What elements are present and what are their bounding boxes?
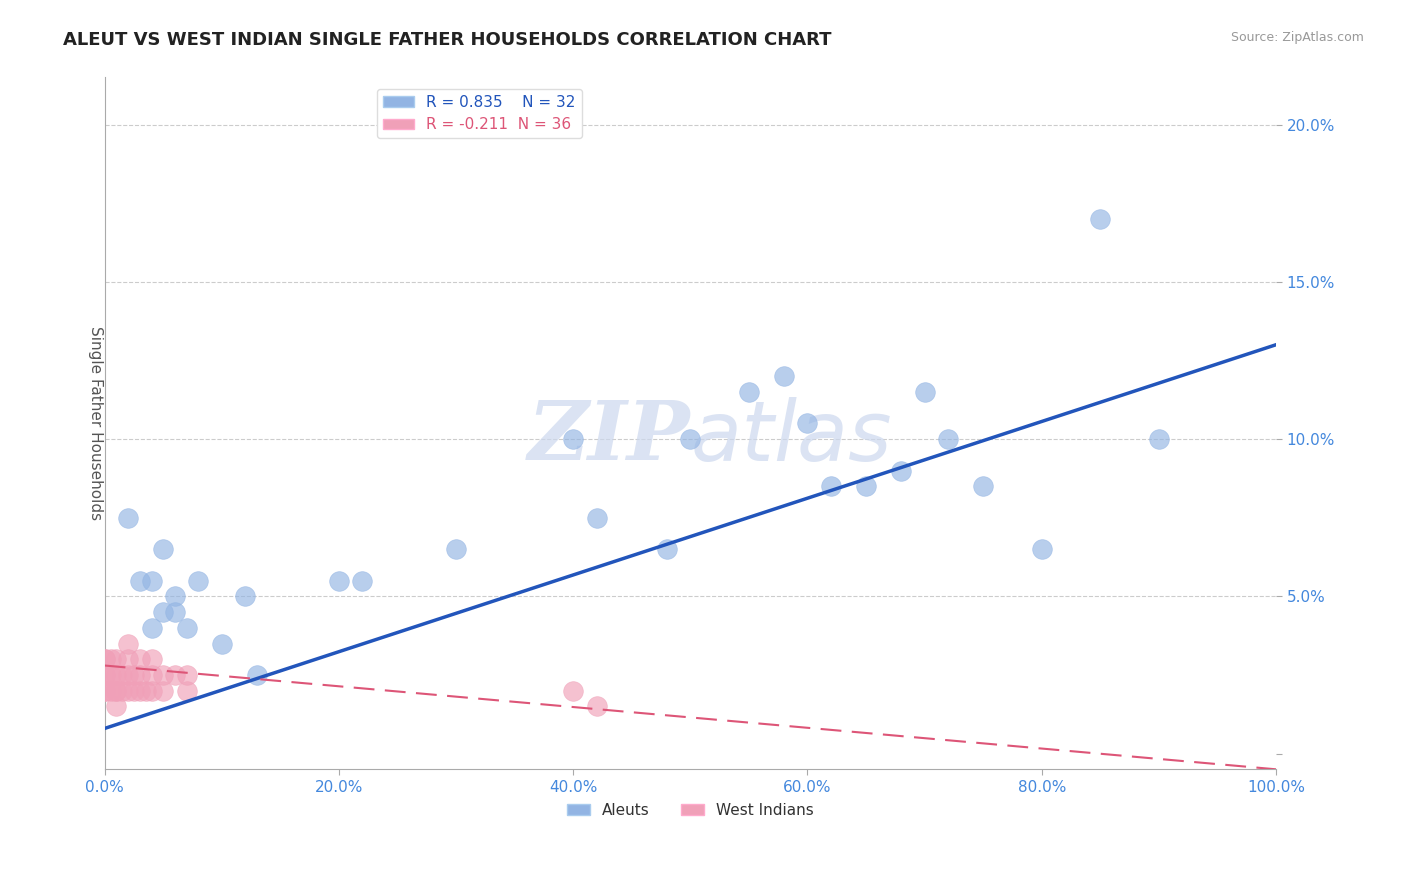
Point [679,432,702,446]
Point [100,652,122,666]
Point [111,668,134,682]
Point [936,432,959,446]
Point [1147,432,1170,446]
Point [562,432,585,446]
Text: ALEUT VS WEST INDIAN SINGLE FATHER HOUSEHOLDS CORRELATION CHART: ALEUT VS WEST INDIAN SINGLE FATHER HOUSE… [63,31,832,49]
Point [141,574,163,588]
Text: ZIP: ZIP [527,397,690,477]
Point [187,574,209,588]
Point [128,668,150,682]
Point [176,668,198,682]
Point [141,652,163,666]
Point [93,668,115,682]
Text: atlas: atlas [690,397,891,478]
Point [914,384,936,399]
Point [122,683,145,698]
Point [820,479,842,493]
Point [93,652,115,666]
Point [176,683,198,698]
Point [890,464,912,478]
Point [585,699,607,714]
Point [100,683,122,698]
Point [655,542,678,557]
Point [163,668,186,682]
Point [100,668,122,682]
Point [105,652,128,666]
Point [117,510,139,524]
Point [135,683,157,698]
Point [176,621,198,635]
Point [141,683,163,698]
Point [1031,542,1053,557]
Point [352,574,374,588]
Legend: Aleuts, West Indians: Aleuts, West Indians [561,797,820,824]
Point [211,636,233,650]
Point [585,510,607,524]
Point [855,479,877,493]
Point [1090,211,1112,226]
Point [128,574,150,588]
Point [738,384,761,399]
Point [93,683,115,698]
Point [105,683,128,698]
Point [163,605,186,619]
Text: Source: ZipAtlas.com: Source: ZipAtlas.com [1230,31,1364,45]
Point [141,668,163,682]
Point [128,652,150,666]
Point [562,683,585,698]
Point [117,652,139,666]
Point [117,683,139,698]
Point [117,668,139,682]
Point [141,621,163,635]
Point [152,542,174,557]
Point [796,417,818,431]
Point [152,668,174,682]
Point [105,668,128,682]
Point [93,652,115,666]
Point [105,699,128,714]
Point [972,479,994,493]
Point [163,590,186,604]
Point [122,668,145,682]
Point [233,590,256,604]
Point [152,683,174,698]
Y-axis label: Single Father Households: Single Father Households [89,326,103,520]
Point [105,683,128,698]
Point [773,369,796,384]
Point [111,683,134,698]
Point [93,668,115,682]
Point [128,683,150,698]
Point [152,605,174,619]
Point [328,574,350,588]
Point [117,636,139,650]
Point [246,668,269,682]
Point [444,542,467,557]
Point [93,683,115,698]
